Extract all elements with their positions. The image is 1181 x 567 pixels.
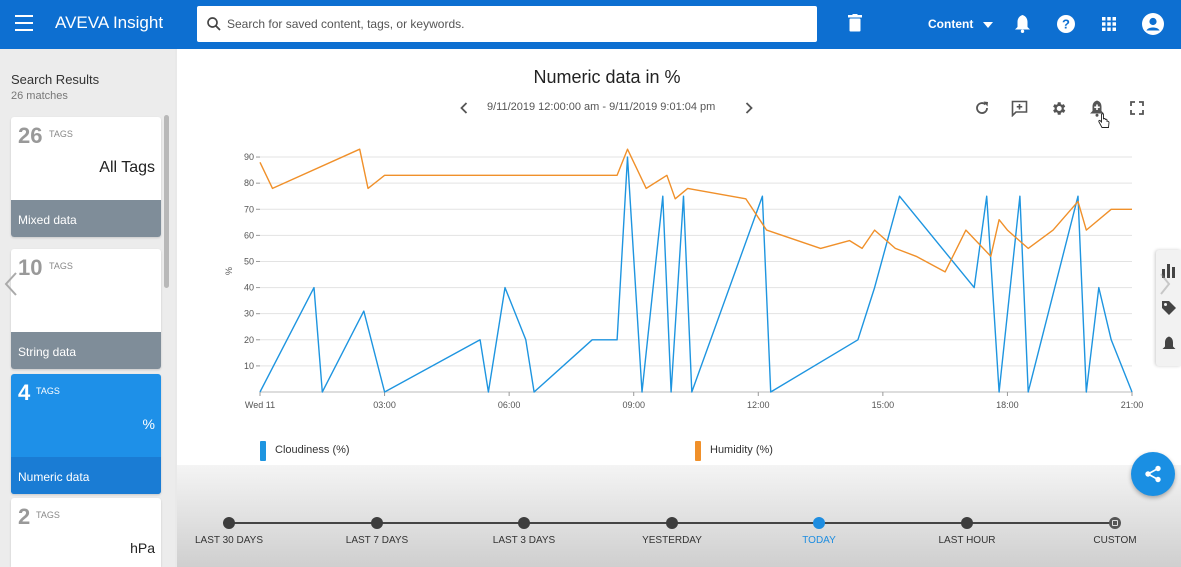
result-card-hpa[interactable]: 2 TAGS hPa [11, 498, 161, 567]
y-tick-label: 30 [244, 309, 254, 319]
app-title: AVEVA Insight [55, 13, 164, 32]
x-tick-label: 03:00 [373, 400, 396, 410]
chevron-right-icon[interactable] [1159, 272, 1171, 296]
timeline-point-last-30-days[interactable] [223, 517, 235, 529]
y-tick-label: 80 [244, 178, 254, 188]
timeline-point-last-3-days[interactable] [518, 517, 530, 529]
side-dock [1156, 250, 1181, 366]
card-name: hPa [130, 540, 155, 556]
y-axis-label: % [224, 267, 234, 275]
result-card-numeric-data[interactable]: 4 TAGS % Numeric data [11, 374, 161, 494]
card-tags-label: TAGS [49, 261, 73, 271]
search-results-title: Search Results [11, 72, 100, 87]
chevron-down-icon [982, 21, 993, 28]
card-tags-label: TAGS [36, 510, 60, 520]
x-tick-label: 12:00 [747, 400, 770, 410]
timeline-point-last-hour[interactable] [961, 517, 973, 529]
refresh-icon[interactable] [974, 100, 990, 116]
timeline-point-custom[interactable] [1109, 517, 1121, 529]
top-bar: AVEVA Insight Content ? [0, 0, 1181, 49]
search-icon [207, 17, 221, 31]
content-dropdown[interactable]: Content [928, 17, 993, 31]
card-tags-label: TAGS [49, 129, 73, 139]
card-tags-label: TAGS [36, 386, 60, 396]
y-tick-label: 70 [244, 204, 254, 214]
y-tick-label: 60 [244, 230, 254, 240]
search-results-panel: Search Results 26 matches 26 TAGS All Ta… [0, 49, 175, 567]
legend-label-humidity[interactable]: Humidity (%) [710, 444, 773, 456]
card-footer: Numeric data [11, 457, 161, 494]
y-tick-label: 90 [244, 152, 254, 162]
add-alert-icon[interactable] [1089, 100, 1105, 117]
timeline-point-yesterday[interactable] [666, 517, 678, 529]
card-count: 4 [18, 380, 31, 405]
x-tick-label: Wed 11 [245, 400, 275, 410]
chart-bars-icon[interactable] [1161, 262, 1177, 278]
chevron-left-icon[interactable] [4, 271, 18, 297]
timeline-label[interactable]: LAST 7 DAYS [345, 535, 409, 546]
settings-gear-icon[interactable] [1050, 100, 1067, 117]
search-results-count: 26 matches [11, 90, 68, 102]
share-button[interactable] [1131, 452, 1175, 496]
content-dropdown-label: Content [928, 17, 974, 31]
x-tick-label: 06:00 [498, 400, 521, 410]
card-count: 26 [18, 123, 43, 148]
date-range[interactable]: 9/11/2019 12:00:00 am - 9/11/2019 9:01:0… [487, 101, 716, 113]
share-icon [1145, 465, 1161, 483]
legend-label-cloudiness[interactable]: Cloudiness (%) [275, 444, 350, 456]
card-footer: String data [11, 332, 161, 369]
help-icon[interactable]: ? [1057, 15, 1075, 33]
timeline-label[interactable]: LAST 3 DAYS [492, 535, 556, 546]
tag-icon[interactable] [1161, 300, 1177, 316]
results-scrollbar[interactable] [164, 115, 169, 288]
series-line-cloudiness [259, 156, 1133, 393]
card-footer: Mixed data [11, 200, 161, 237]
timeline-label[interactable]: TODAY [802, 535, 836, 546]
search-box[interactable] [197, 6, 817, 42]
legend-swatch-cloudiness [260, 441, 266, 461]
card-name: All Tags [99, 159, 155, 176]
y-tick-label: 50 [244, 256, 254, 266]
bell-icon[interactable] [1015, 15, 1030, 33]
card-count: 10 [18, 255, 43, 280]
series-line-humidity [259, 148, 1132, 273]
fullscreen-icon[interactable] [1130, 101, 1144, 115]
result-card-all-tags[interactable]: 26 TAGS All Tags Mixed data [11, 117, 161, 237]
x-tick-label: 18:00 [996, 400, 1019, 410]
add-comment-icon[interactable] [1011, 100, 1028, 117]
timeline-label[interactable]: YESTERDAY [642, 535, 702, 546]
alert-bell-icon[interactable] [1162, 336, 1176, 352]
timeline-label[interactable]: LAST HOUR [938, 535, 996, 546]
time-range-selector: LAST 30 DAYS LAST 7 DAYS LAST 3 DAYS YESTER… [177, 465, 1181, 567]
svg-text:?: ? [1062, 17, 1070, 32]
x-tick-label: 15:00 [872, 400, 895, 410]
y-tick-label: 40 [244, 283, 254, 293]
timeline-point-last-7-days[interactable] [371, 517, 383, 529]
next-range-icon[interactable] [745, 102, 753, 114]
timeline-label[interactable]: CUSTOM [1093, 535, 1137, 546]
apps-grid-icon[interactable] [1102, 17, 1116, 31]
card-count: 2 [18, 504, 31, 529]
result-card-string-data[interactable]: 10 TAGS String data [11, 249, 161, 369]
x-tick-label: 09:00 [622, 400, 645, 410]
timeline-point-today[interactable] [813, 517, 825, 529]
x-tick-label: 21:00 [1121, 400, 1144, 410]
cursor-hand-icon [1098, 113, 1110, 128]
previous-range-icon[interactable] [460, 102, 468, 114]
card-name: % [142, 416, 155, 432]
search-input[interactable] [227, 6, 807, 42]
trash-icon[interactable] [848, 14, 862, 34]
account-icon[interactable] [1142, 13, 1164, 35]
chart-title: Numeric data in % [533, 67, 681, 87]
menu-icon[interactable] [15, 15, 33, 31]
y-tick-label: 10 [244, 361, 254, 371]
line-chart[interactable]: 10 20 30 40 50 60 70 80 90% Wed 11 03:00 06:00 09:00… [177, 49, 1181, 429]
legend-swatch-humidity [695, 441, 701, 461]
timeline-label[interactable]: LAST 30 DAYS [195, 535, 263, 546]
y-tick-label: 20 [244, 335, 254, 345]
